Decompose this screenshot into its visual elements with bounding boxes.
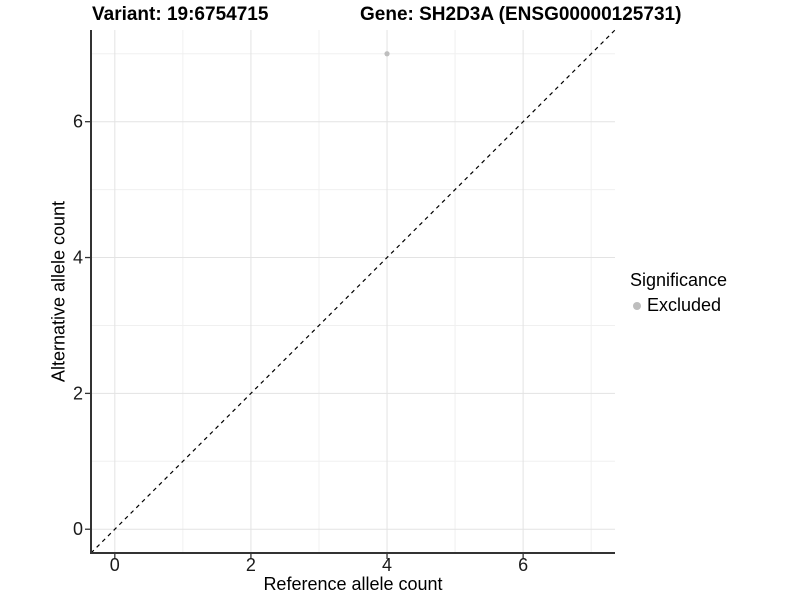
data-point xyxy=(384,51,390,57)
major-gridlines xyxy=(91,30,615,553)
plot-title-variant: Variant: 19:6754715 xyxy=(92,4,269,25)
legend-entry-excluded: Excluded xyxy=(633,295,727,316)
y-tick-label: 0 xyxy=(73,519,83,539)
legend-entry-label: Excluded xyxy=(647,295,722,315)
x-tick-label: 2 xyxy=(246,555,256,575)
x-tick-label: 4 xyxy=(382,555,392,575)
axis-tick-labels: 0 2 4 6 0 2 4 6 xyxy=(73,112,528,575)
y-axis-title: Alternative allele count xyxy=(48,200,69,383)
plot-title-gene: Gene: SH2D3A (ENSG00000125731) xyxy=(360,4,682,25)
y-tick-label: 4 xyxy=(73,248,83,268)
axis-lines xyxy=(90,30,615,554)
x-axis-title: Reference allele count xyxy=(263,574,443,594)
data-points xyxy=(384,51,390,57)
minor-gridlines xyxy=(91,30,615,553)
legend: Significance Excluded xyxy=(630,270,727,316)
x-tick-label: 6 xyxy=(518,555,528,575)
identity-reference-line xyxy=(90,29,616,554)
dashed-identity-line xyxy=(90,29,616,554)
x-tick-label: 0 xyxy=(110,555,120,575)
legend-title: Significance xyxy=(630,270,728,290)
legend-point-icon xyxy=(633,301,641,310)
y-tick-label: 6 xyxy=(73,112,83,132)
axis-tick-marks xyxy=(85,121,524,559)
y-tick-label: 2 xyxy=(73,383,83,403)
